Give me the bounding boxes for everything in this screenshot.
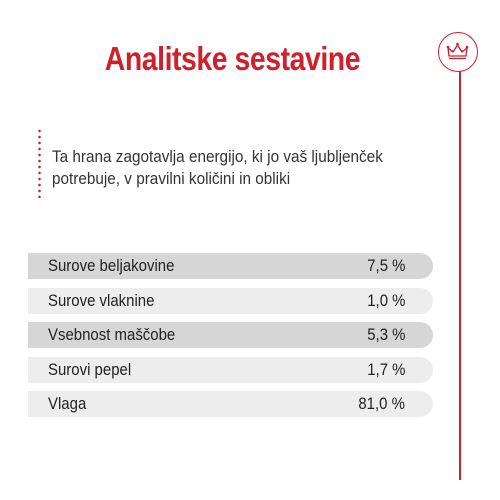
row-label: Surove vlaknine: [48, 290, 155, 310]
table-row: Surove beljakovine 7,5 %: [28, 253, 433, 279]
row-label: Surovi pepel: [48, 359, 132, 379]
brand-divider-line: [459, 62, 461, 480]
row-label: Surove beljakovine: [48, 256, 175, 275]
row-value: 5,3 %: [366, 325, 405, 344]
table-row: Surovi pepel 1,7 %: [28, 356, 433, 383]
table-row: Vsebnost maščobe 5,3 %: [28, 322, 433, 348]
dotted-accent: [38, 128, 41, 198]
row-value: 1,0 %: [366, 290, 405, 310]
page-title: Analitske sestavine: [104, 40, 361, 77]
row-label: Vlaga: [48, 394, 87, 413]
intro-text: Ta hrana zagotavlja energijo, ki jo vaš …: [52, 147, 383, 188]
row-value: 1,7 %: [366, 359, 405, 379]
row-value: 81,0 %: [358, 394, 405, 413]
row-value: 7,5 %: [366, 256, 405, 275]
table-row: Surove vlaknine 1,0 %: [28, 287, 433, 314]
crown-icon: [438, 32, 478, 72]
table-row: Vlaga 81,0 %: [28, 391, 433, 417]
nutrient-table: Surove beljakovine 7,5 % Surove vlaknine…: [28, 253, 433, 426]
row-label: Vsebnost maščobe: [48, 325, 176, 344]
